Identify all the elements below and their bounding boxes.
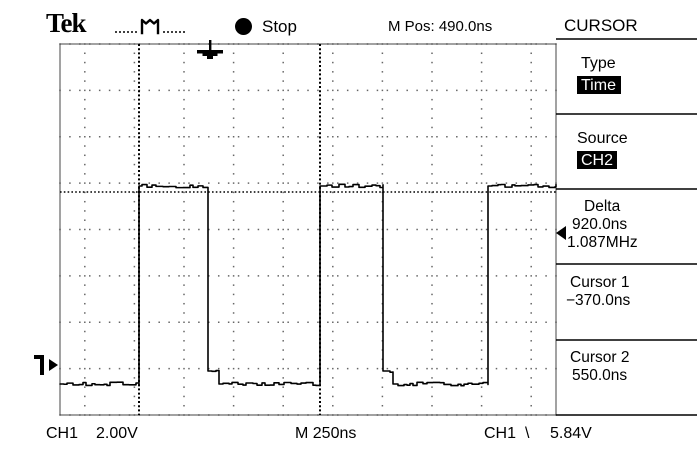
svg-text:M Pos: 490.0ns: M Pos: 490.0ns <box>388 18 492 35</box>
svg-text:2.00V: 2.00V <box>96 425 138 442</box>
svg-text:−370.0ns: −370.0ns <box>566 292 630 309</box>
svg-text:Type: Type <box>581 55 616 72</box>
svg-text:Time: Time <box>581 77 616 94</box>
svg-text:CH1: CH1 <box>484 425 516 442</box>
svg-text:550.0ns: 550.0ns <box>572 367 627 384</box>
svg-text:Stop: Stop <box>262 17 297 36</box>
svg-text:CH1: CH1 <box>46 425 78 442</box>
svg-text:Cursor 2: Cursor 2 <box>570 349 629 366</box>
svg-text:5.84V: 5.84V <box>550 425 592 442</box>
svg-text:Source: Source <box>577 130 628 147</box>
svg-text:Tek: Tek <box>46 8 87 38</box>
svg-text:Delta: Delta <box>584 198 621 215</box>
svg-text:\: \ <box>525 425 530 442</box>
svg-text:M 250ns: M 250ns <box>295 425 356 442</box>
svg-text:CH2: CH2 <box>581 152 613 169</box>
svg-text:920.0ns: 920.0ns <box>572 216 627 233</box>
svg-text:CURSOR: CURSOR <box>564 16 638 35</box>
svg-text:1.087MHz: 1.087MHz <box>567 234 638 251</box>
svg-text:Cursor 1: Cursor 1 <box>570 274 629 291</box>
